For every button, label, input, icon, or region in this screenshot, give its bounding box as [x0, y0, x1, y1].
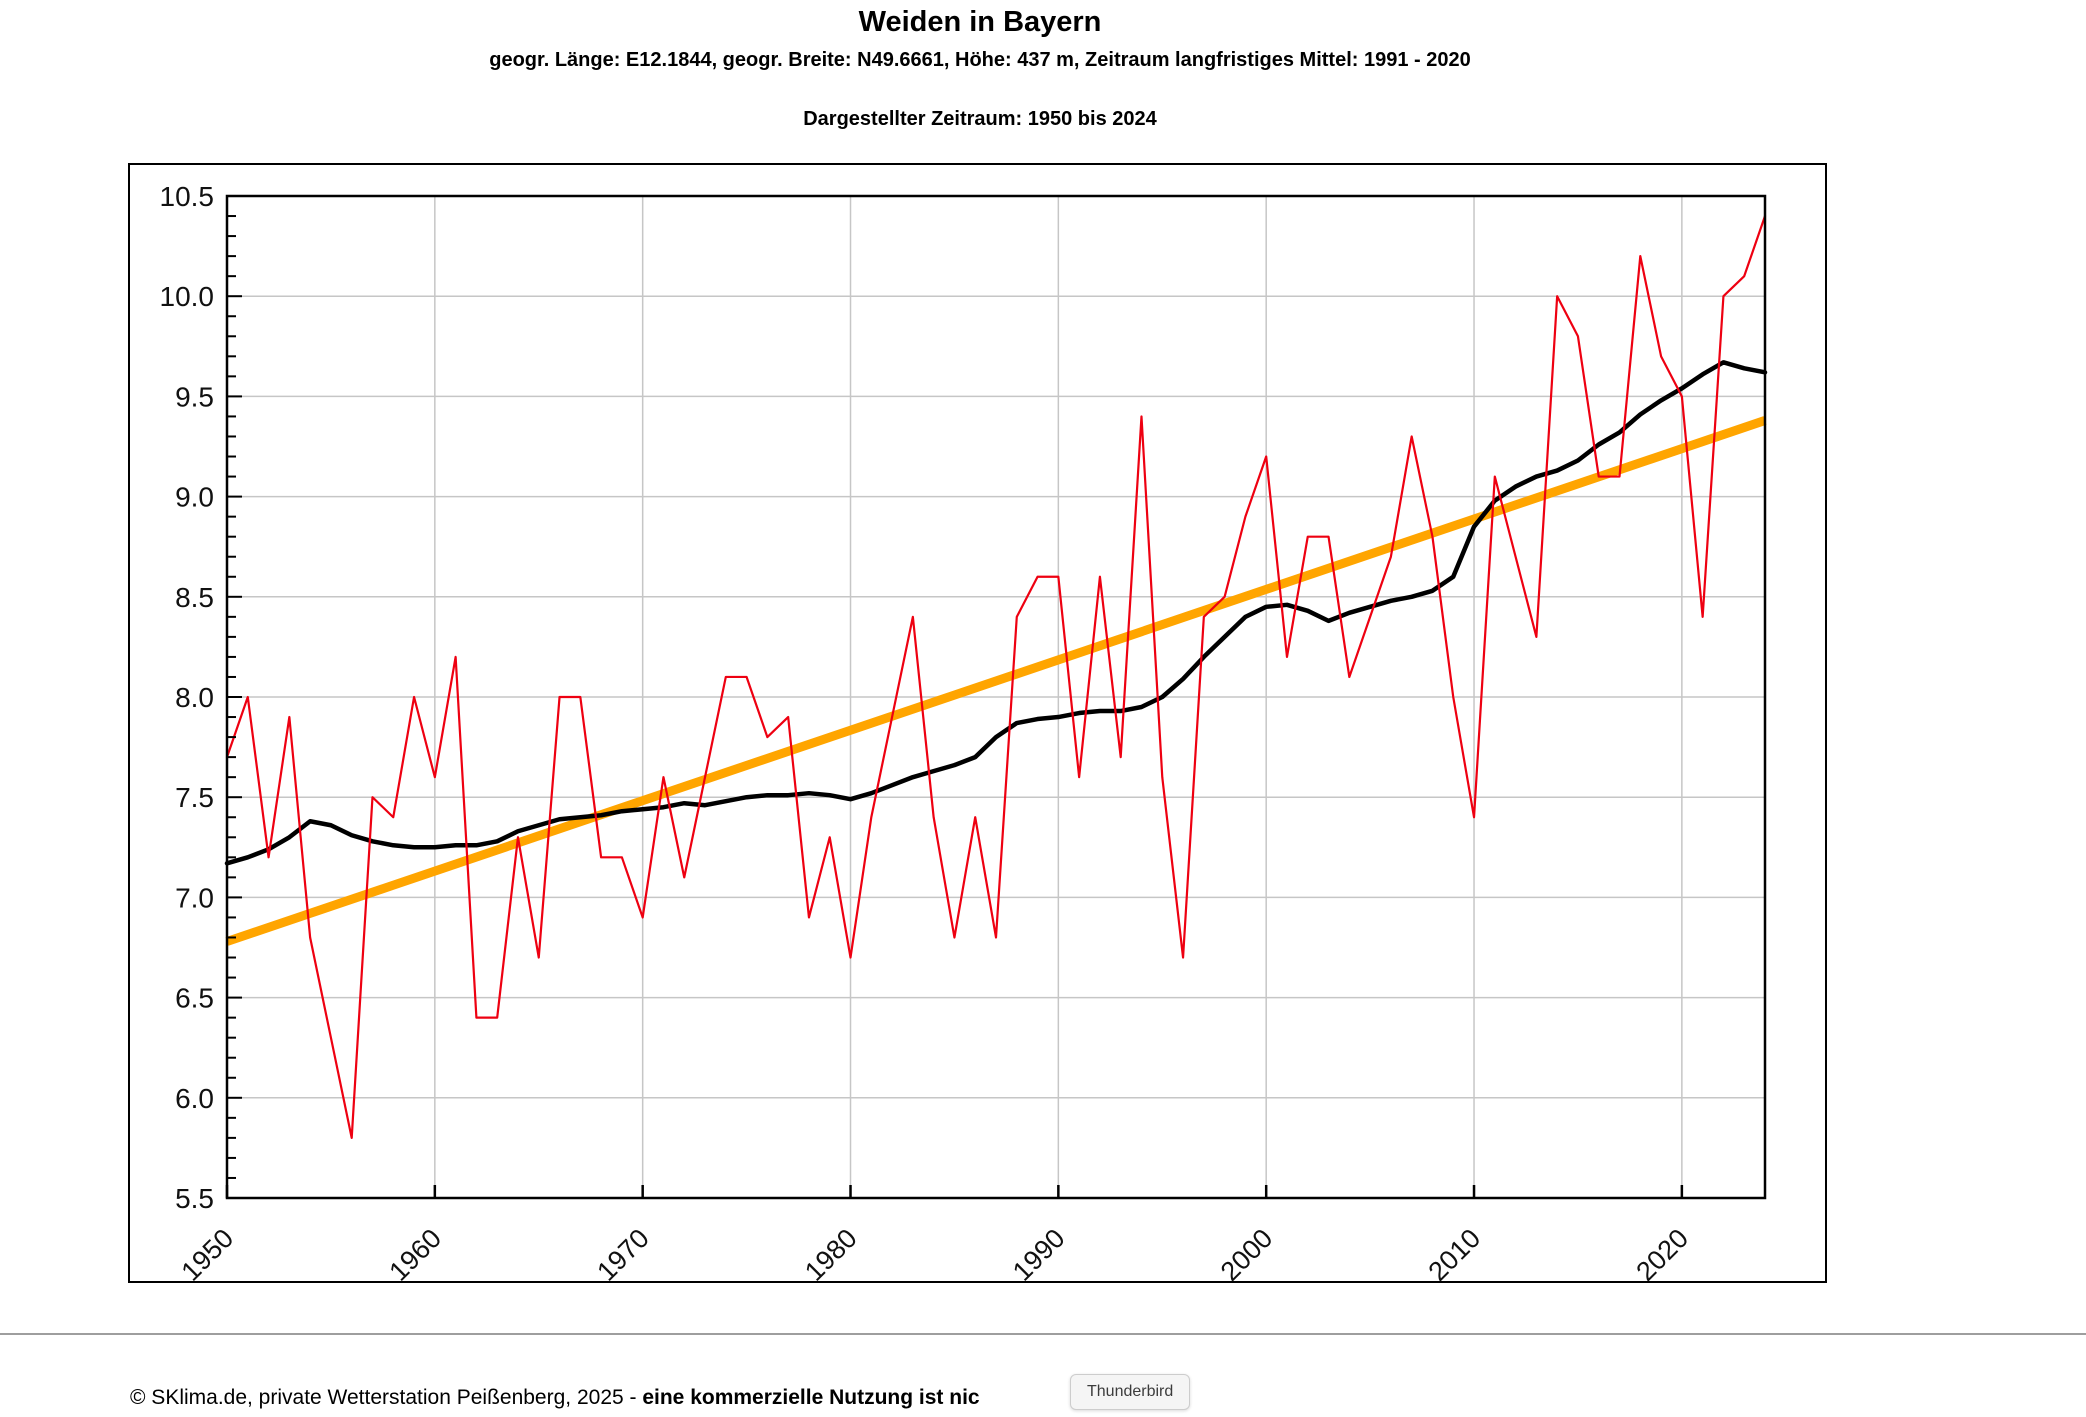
- smoothed-series-line: [224, 360, 1768, 866]
- x-tick-label: 1970: [591, 1223, 655, 1281]
- y-tick-label: 6.5: [175, 983, 214, 1014]
- x-tick-label: 1960: [383, 1223, 447, 1281]
- y-tick-label: 5.5: [175, 1183, 214, 1214]
- y-tick-label: 7.5: [175, 782, 214, 813]
- plot-frame: [225, 194, 1767, 1200]
- thunderbird-tooltip: Thunderbird: [1070, 1374, 1191, 1410]
- y-tick-label: 8.5: [175, 582, 214, 613]
- copyright-text: © SKlima.de, private Wetterstation Peiße…: [130, 1386, 980, 1410]
- copyright-normal-text: © SKlima.de, private Wetterstation Peiße…: [130, 1386, 643, 1409]
- title-block: Weiden in Bayern geogr. Länge: E12.1844,…: [0, 6, 1960, 131]
- copyright-bold-text: eine kommerzielle Nutzung ist nic: [642, 1386, 980, 1409]
- y-tick-label: 8.0: [175, 682, 214, 713]
- page-title: Weiden in Bayern: [858, 6, 1102, 38]
- temperature-chart: 10.5 10.0 9.5 9.0 8.5 8.0 7.5 7.0 6.5 6.0 5.5 1950 1…: [160, 181, 1768, 1281]
- y-tick-label: 9.5: [175, 381, 214, 412]
- x-tick-label: 1980: [799, 1223, 863, 1281]
- x-tick-label: 1950: [176, 1223, 240, 1281]
- x-tick-label: 2010: [1423, 1223, 1487, 1281]
- station-meta: geogr. Länge: E12.1844, geogr. Breite: N…: [489, 49, 1471, 71]
- trend-line: [225, 416, 1767, 946]
- y-tick-label: 6.0: [175, 1083, 214, 1114]
- x-tick-label: 2020: [1630, 1223, 1694, 1281]
- footer-divider: [0, 1333, 2086, 1335]
- chart-figure-box: 10.5 10.0 9.5 9.0 8.5 8.0 7.5 7.0 6.5 6.0 5.5 1950 1…: [128, 163, 1827, 1283]
- annual-series-line: [225, 214, 1767, 1139]
- y-tick-label: 7.0: [175, 882, 214, 913]
- x-tick-label: 1990: [1007, 1223, 1071, 1281]
- y-tick-label: 10.5: [160, 181, 215, 212]
- y-tick-label: 10.0: [160, 281, 215, 312]
- period-label: Dargestellter Zeitraum: 1950 bis 2024: [803, 108, 1157, 130]
- x-tick-label: 2000: [1215, 1223, 1279, 1281]
- y-tick-label: 9.0: [175, 482, 214, 513]
